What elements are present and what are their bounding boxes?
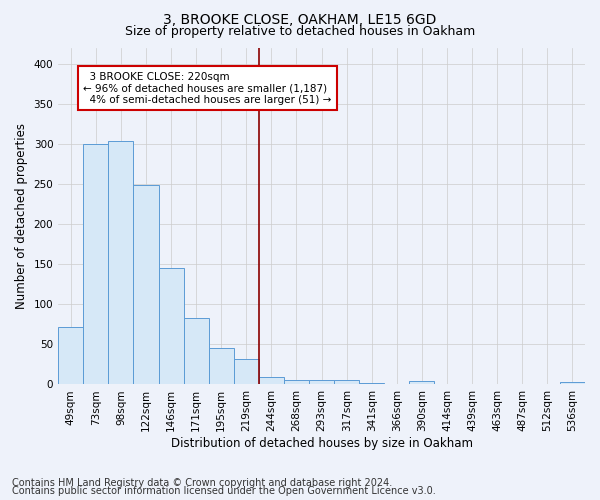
Bar <box>359 383 385 384</box>
Text: Size of property relative to detached houses in Oakham: Size of property relative to detached ho… <box>125 25 475 38</box>
Bar <box>158 268 184 384</box>
Bar <box>109 140 133 384</box>
X-axis label: Distribution of detached houses by size in Oakham: Distribution of detached houses by size … <box>170 437 473 450</box>
Text: Contains public sector information licensed under the Open Government Licence v3: Contains public sector information licen… <box>12 486 436 496</box>
Bar <box>560 382 585 384</box>
Text: 3, BROOKE CLOSE, OAKHAM, LE15 6GD: 3, BROOKE CLOSE, OAKHAM, LE15 6GD <box>163 12 437 26</box>
Bar <box>58 326 83 384</box>
Y-axis label: Number of detached properties: Number of detached properties <box>15 123 28 309</box>
Text: 3 BROOKE CLOSE: 220sqm
← 96% of detached houses are smaller (1,187)
  4% of semi: 3 BROOKE CLOSE: 220sqm ← 96% of detached… <box>83 72 332 105</box>
Bar <box>83 144 109 384</box>
Bar <box>234 359 259 384</box>
Bar <box>309 380 334 384</box>
Bar <box>284 380 309 384</box>
Text: Contains HM Land Registry data © Crown copyright and database right 2024.: Contains HM Land Registry data © Crown c… <box>12 478 392 488</box>
Bar <box>409 381 434 384</box>
Bar <box>209 348 234 384</box>
Bar <box>184 318 209 384</box>
Bar <box>259 377 284 384</box>
Bar <box>133 184 158 384</box>
Bar <box>334 380 359 384</box>
